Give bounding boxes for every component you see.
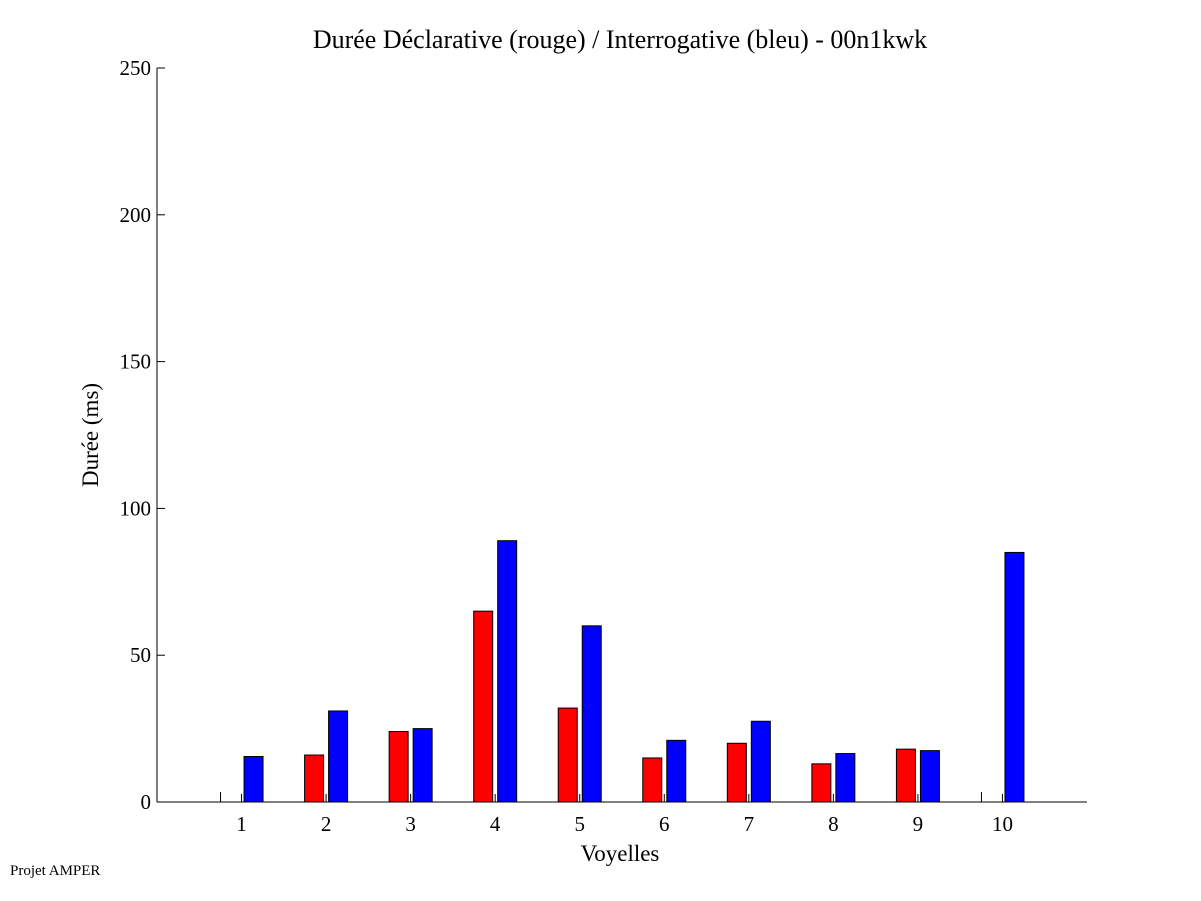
bar-series2-8 xyxy=(835,753,856,803)
bar-series2-2 xyxy=(328,710,349,803)
y-tick-label: 50 xyxy=(130,643,151,667)
y-tick-label: 0 xyxy=(141,790,152,814)
bar-series1-4 xyxy=(473,610,494,803)
bar-series2-4 xyxy=(497,540,518,803)
x-axis-label: Voyelles xyxy=(581,841,660,866)
y-axis-label: Durée (ms) xyxy=(78,383,103,487)
x-tick-label: 7 xyxy=(744,812,755,836)
bar-series2-3 xyxy=(412,728,433,803)
x-tick-label: 8 xyxy=(828,812,839,836)
y-tick-label: 250 xyxy=(120,56,152,80)
y-tick-label: 100 xyxy=(120,496,152,520)
x-tick-label: 6 xyxy=(659,812,670,836)
bar-series1-3 xyxy=(388,731,409,803)
x-tick-label: 2 xyxy=(321,812,332,836)
bar-series1-9 xyxy=(895,748,916,803)
bar-series2-6 xyxy=(666,739,687,803)
x-tick-label: 10 xyxy=(992,812,1013,836)
x-tick-label: 5 xyxy=(574,812,585,836)
y-tick-label: 200 xyxy=(120,203,152,227)
footer-credit: Projet AMPER xyxy=(10,863,101,879)
bar-series1-6 xyxy=(642,757,663,803)
bar-series2-1 xyxy=(243,755,264,803)
bar-series2-9 xyxy=(919,750,940,803)
x-tick-label: 9 xyxy=(913,812,924,836)
bar-series2-10 xyxy=(1004,551,1025,803)
bar-series1-8 xyxy=(811,763,832,803)
bar-series1-5 xyxy=(557,707,578,803)
bars-group xyxy=(220,540,1025,803)
x-tick-label: 3 xyxy=(405,812,416,836)
bar-series2-5 xyxy=(581,625,602,803)
axes-group xyxy=(156,68,1087,803)
ticks-group: 0 50 100 150 200 250 1 2 3 4 5 6 7 8 9 10 xyxy=(120,56,1013,836)
y-tick-label: 150 xyxy=(120,350,152,374)
bar-series1-2 xyxy=(304,754,325,803)
bar-series2-7 xyxy=(750,720,771,803)
bar-series1-7 xyxy=(726,742,747,803)
x-tick-label: 1 xyxy=(236,812,247,836)
x-tick-label: 4 xyxy=(490,812,501,836)
chart-title: Durée Déclarative (rouge) / Interrogativ… xyxy=(313,25,927,54)
